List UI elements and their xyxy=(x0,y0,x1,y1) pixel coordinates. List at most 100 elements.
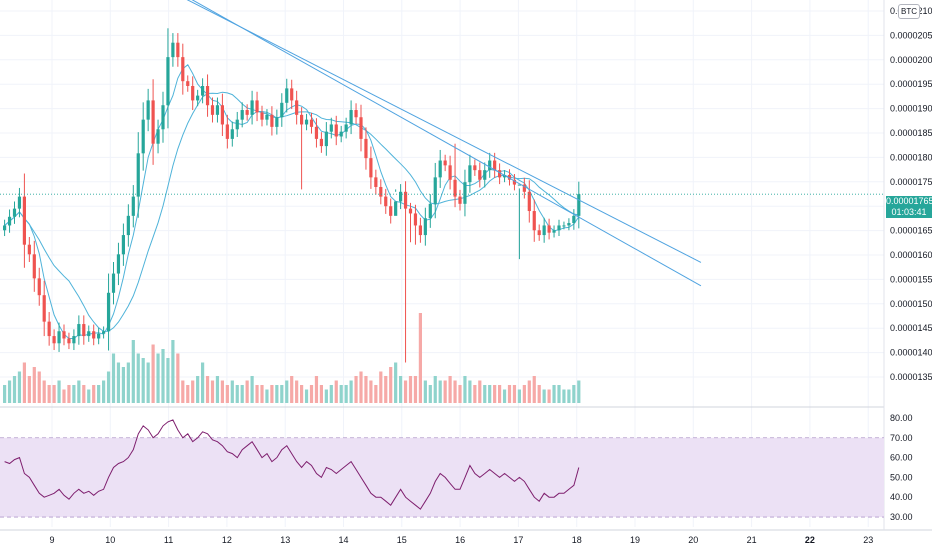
last-price-value: 0.00001765 xyxy=(886,196,932,206)
candle-body xyxy=(433,177,437,204)
candle-body xyxy=(22,196,26,245)
candle-body xyxy=(483,170,487,180)
volume-bar xyxy=(255,385,259,403)
volume-bar xyxy=(507,385,512,403)
time-tick-label: 11 xyxy=(164,535,173,545)
volume-bar xyxy=(384,376,388,403)
volume-bar xyxy=(235,385,239,403)
volume-bar xyxy=(275,385,279,403)
candle-body xyxy=(161,105,165,130)
volume-bar xyxy=(215,376,220,403)
candle-body xyxy=(205,85,210,106)
candle-body xyxy=(493,160,497,171)
candle-body xyxy=(468,165,472,183)
volume-bar xyxy=(111,353,116,403)
bar-countdown: 01:03:41 xyxy=(891,207,927,217)
volume-bar xyxy=(205,376,210,403)
time-tick-label: 20 xyxy=(688,535,698,545)
volume-bar xyxy=(87,389,91,403)
candle-body xyxy=(413,213,418,226)
rsi-tick-label: 50.00 xyxy=(890,472,913,482)
candle-body xyxy=(235,119,239,130)
volume-bar xyxy=(562,389,566,403)
candle-body xyxy=(156,129,160,144)
volume-bar xyxy=(186,385,190,403)
candle-body xyxy=(443,160,447,166)
volume-bar xyxy=(97,385,101,403)
candle-body xyxy=(349,110,353,125)
volume-bar xyxy=(136,353,140,403)
rsi-pane xyxy=(0,419,884,518)
volume-bar xyxy=(557,385,561,403)
candle-body xyxy=(577,194,581,216)
candle-body xyxy=(82,324,86,337)
volume-bar xyxy=(577,380,581,403)
candle-body xyxy=(384,196,388,207)
volume-bar xyxy=(517,389,521,403)
volume-bar xyxy=(309,385,314,403)
candle-body xyxy=(181,57,185,82)
time-axis[interactable]: 9 10 11 12 13 14 15 16 17 18 19 20 21 22 23 xyxy=(49,535,873,545)
volume-bar xyxy=(161,349,165,403)
volume-bar xyxy=(394,362,398,403)
candle-body xyxy=(290,88,294,101)
volume-bar xyxy=(468,380,472,403)
candle-body xyxy=(399,191,403,202)
rsi-tick-label: 70.00 xyxy=(890,433,913,443)
candle-body xyxy=(418,225,422,236)
candle-body xyxy=(52,336,56,344)
symbol-badge[interactable]: BTC xyxy=(898,4,920,19)
candle-body xyxy=(379,186,383,197)
rsi-tick-label: 30.00 xyxy=(890,512,913,522)
volume-bar xyxy=(324,389,328,403)
candle-body xyxy=(537,230,541,236)
rsi-axis[interactable]: 80.00 70.00 60.00 50.00 40.00 30.00 xyxy=(890,413,913,522)
volume-bar xyxy=(181,380,185,403)
candle-body xyxy=(502,174,507,178)
candle-body xyxy=(280,102,284,118)
candle-body xyxy=(270,114,274,127)
price-axis[interactable]: 0.000021000.000020500.000020000.00001950… xyxy=(890,6,932,382)
candle-body xyxy=(275,117,279,127)
candle-body xyxy=(265,114,269,120)
lower-trendline xyxy=(191,0,702,287)
volume-bar xyxy=(359,371,363,403)
rsi-band xyxy=(0,437,884,518)
candle-body xyxy=(458,196,462,204)
volume-bar xyxy=(62,389,66,403)
volume-bar xyxy=(433,376,437,403)
time-tick-label: 21 xyxy=(747,535,757,545)
volume-bar xyxy=(300,385,304,403)
candle-body xyxy=(260,112,264,120)
candle-body xyxy=(532,211,536,231)
candle-body xyxy=(428,203,432,219)
volume-bar xyxy=(448,376,452,403)
volume-bar xyxy=(220,380,224,403)
volume-bar xyxy=(171,340,175,403)
rsi-tick-label: 40.00 xyxy=(890,492,913,502)
candle-body xyxy=(191,85,195,101)
volume-bar xyxy=(443,380,447,403)
candle-body xyxy=(295,100,299,115)
volume-bar xyxy=(146,362,150,403)
volume-bar xyxy=(210,380,215,403)
candle-body xyxy=(478,170,482,180)
candle-body xyxy=(319,138,323,147)
volume-bar xyxy=(32,367,36,403)
volume-bar xyxy=(399,376,403,403)
candle-body xyxy=(87,331,91,337)
volume-bar xyxy=(126,362,130,403)
candle-body xyxy=(62,331,66,339)
candle-body xyxy=(314,126,319,139)
time-tick-label: 22 xyxy=(805,535,815,545)
candle-body xyxy=(507,174,512,180)
volume-bar xyxy=(265,389,269,403)
volume-bar xyxy=(527,380,531,403)
candle-body xyxy=(37,278,41,296)
volume-bar xyxy=(77,380,81,403)
